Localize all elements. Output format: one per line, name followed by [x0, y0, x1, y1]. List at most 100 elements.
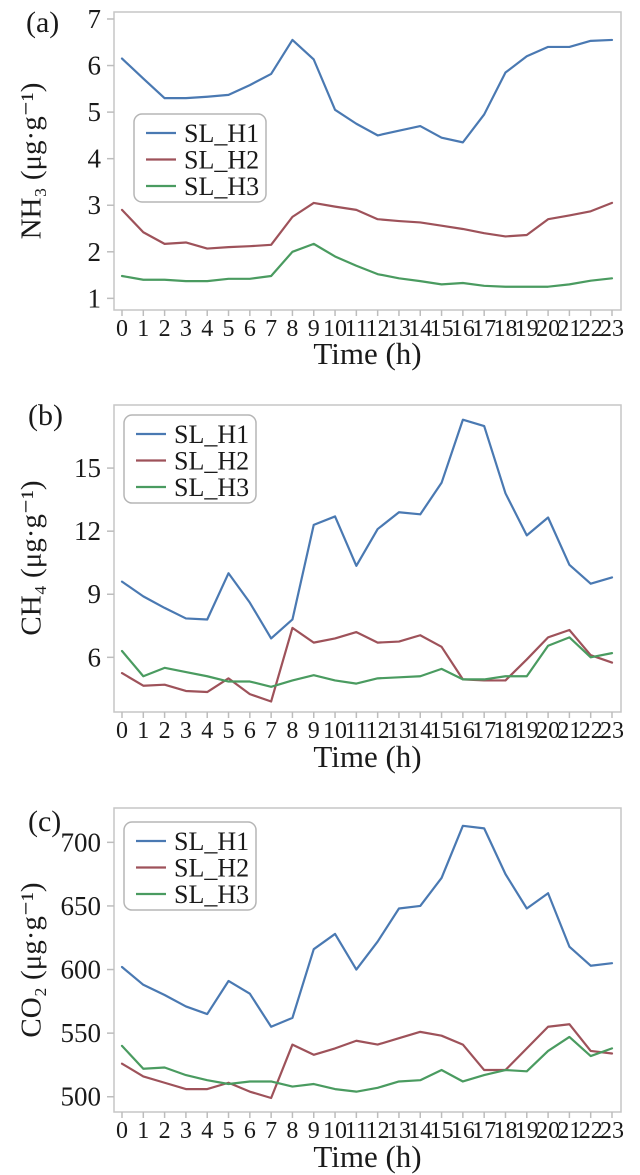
- legend-label-SL_H3: SL_H3: [174, 880, 249, 909]
- x-tick-label: 2: [159, 316, 171, 342]
- x-tick-label: 19: [515, 718, 539, 744]
- legend-label-SL_H1: SL_H1: [174, 420, 249, 449]
- x-tick-label: 20: [536, 1118, 560, 1144]
- plot-frame: [113, 11, 622, 311]
- x-tick-label: 7: [265, 1118, 277, 1144]
- x-tick-label: 0: [116, 1118, 128, 1144]
- legend-box: [123, 414, 257, 504]
- x-tick-label: 5: [223, 1118, 235, 1144]
- x-tick-label: 23: [600, 316, 624, 342]
- x-tick-label: 8: [286, 1118, 298, 1144]
- x-tick-label: 16: [451, 718, 475, 744]
- x-tick-label: 9: [308, 718, 320, 744]
- x-tick-label: 20: [536, 718, 560, 744]
- x-tick-label: 13: [387, 316, 411, 342]
- series-line-SL_H1: [120, 824, 614, 1028]
- x-tick-label: 2: [159, 718, 171, 744]
- series-line-SL_H3: [120, 242, 614, 288]
- x-tick-label: 16: [451, 1118, 475, 1144]
- series-line-SL_H2: [120, 201, 614, 250]
- series-line-SL_H2: [120, 1023, 614, 1100]
- x-tick-label: 14: [408, 1118, 432, 1144]
- x-tick-label: 9: [308, 316, 320, 342]
- x-tick-label: 19: [515, 316, 539, 342]
- x-tick-label: 22: [579, 1118, 603, 1144]
- panel-label-b: (b): [28, 399, 63, 432]
- chart-panel-a: (a) NH₃ (μg·g⁻¹) 1 2 3 4 5 6 7 0 1 2 3 4 5 6 7 8 9 10 11 12…: [0, 0, 640, 375]
- x-tick-label: 8: [286, 316, 298, 342]
- x-axis-title-a: Time (h): [313, 336, 422, 371]
- y-tick-label: 7: [88, 4, 102, 34]
- x-tick-label: 23: [600, 718, 624, 744]
- x-tick-label: 1: [137, 1118, 149, 1144]
- x-tick-label: 1: [137, 718, 149, 744]
- x-tick-label: 16: [451, 316, 475, 342]
- legend-label-SL_H1: SL_H1: [174, 827, 249, 856]
- x-tick-label: 1: [137, 316, 149, 342]
- x-tick-label: 7: [265, 316, 277, 342]
- x-tick-label: 12: [366, 316, 390, 342]
- y-tick-label: 6: [88, 642, 102, 672]
- y-tick-label: 12: [74, 516, 101, 546]
- y-tick-label: 6: [88, 51, 102, 81]
- panel-label-c: (c): [28, 805, 62, 838]
- series-line-SL_H3: [120, 1035, 614, 1093]
- x-tick-label: 11: [345, 718, 368, 744]
- y-tick-label: 600: [61, 955, 102, 985]
- x-tick-label: 15: [430, 718, 454, 744]
- x-tick-label: 10: [323, 1118, 347, 1144]
- x-tick-label: 6: [244, 316, 256, 342]
- series-line-SL_H1: [120, 418, 614, 640]
- x-tick-label: 18: [493, 316, 517, 342]
- x-tick-label: 6: [244, 1118, 256, 1144]
- y-tick-label: 500: [61, 1082, 102, 1112]
- x-tick-label: 13: [387, 1118, 411, 1144]
- x-tick-label: 8: [286, 718, 298, 744]
- x-tick-label: 14: [408, 718, 432, 744]
- x-tick-label: 10: [323, 718, 347, 744]
- chart-panel-c: (c) CO₂ (μg·g⁻¹) 500 550 600 650 700 0 1 2 3 4 5 6 7…: [0, 775, 640, 1175]
- x-tick-label: 3: [180, 1118, 192, 1144]
- series-line-SL_H3: [120, 636, 614, 688]
- x-tick-label: 15: [430, 316, 454, 342]
- x-tick-label: 22: [579, 718, 603, 744]
- x-tick-label: 20: [536, 316, 560, 342]
- x-tick-label: 18: [493, 718, 517, 744]
- legend-label-SL_H2: SL_H2: [184, 146, 259, 175]
- legend-label-SL_H3: SL_H3: [184, 172, 259, 201]
- x-tick-label: 12: [366, 718, 390, 744]
- x-tick-label: 13: [387, 718, 411, 744]
- y-tick-label: 3: [88, 190, 102, 220]
- y-tick-label: 650: [61, 891, 102, 921]
- x-tick-label: 15: [430, 1118, 454, 1144]
- x-tick-label: 5: [223, 316, 235, 342]
- x-tick-label: 21: [557, 1118, 581, 1144]
- x-tick-label: 3: [180, 718, 192, 744]
- y-tick-label: 700: [61, 827, 102, 857]
- legend-box: [133, 113, 267, 203]
- x-tick-label: 21: [557, 316, 581, 342]
- panel-label-a: (a): [26, 6, 60, 39]
- y-tick-label: 4: [88, 144, 102, 174]
- x-tick-label: 0: [116, 718, 128, 744]
- plot-frame: [113, 807, 622, 1113]
- y-tick-label: 5: [88, 97, 102, 127]
- legend-label-SL_H2: SL_H2: [174, 447, 249, 476]
- legend-label-SL_H1: SL_H1: [184, 119, 259, 148]
- y-tick-label: 1: [88, 283, 102, 313]
- y-tick-label: 9: [88, 579, 102, 609]
- y-tick-label: 2: [88, 237, 102, 267]
- x-tick-label: 11: [345, 1118, 368, 1144]
- plot-frame: [113, 404, 622, 713]
- x-tick-label: 14: [408, 316, 432, 342]
- legend-box: [123, 821, 257, 911]
- x-tick-label: 17: [472, 316, 496, 342]
- x-tick-label: 3: [180, 316, 192, 342]
- x-tick-label: 18: [493, 1118, 517, 1144]
- x-tick-label: 9: [308, 1118, 320, 1144]
- chart-panel-b: (b) CH₄ (μg·g⁻¹) 6 9 12 15 0 1 2 3 4 5 6 7 8 9 10 11 12 1…: [0, 375, 640, 775]
- x-tick-label: 0: [116, 316, 128, 342]
- x-tick-label: 22: [579, 316, 603, 342]
